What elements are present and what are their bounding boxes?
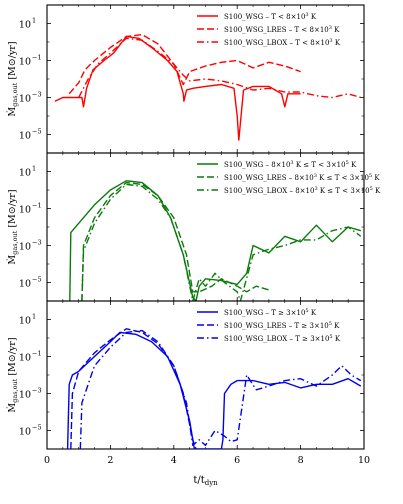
y-tick-label: 10 [19, 353, 31, 364]
x-tick-label: 4 [171, 455, 177, 466]
y-tick-label-exponent: −1 [32, 54, 42, 62]
x-tick-label: 10 [358, 455, 370, 466]
y-tick-label-exponent: −1 [32, 350, 42, 358]
y-tick-label-exponent: −5 [32, 276, 42, 284]
y-tick-label-exponent: 1 [32, 17, 36, 25]
y-tick-label: 10 [19, 168, 31, 179]
y-tick-label: 10 [19, 131, 31, 142]
series-line-dashdot [81, 183, 362, 301]
y-tick-label: 10 [19, 279, 31, 290]
y-axis-label: Ṁgas,out [M⊙/yr] [6, 189, 19, 264]
y-tick-label: 10 [19, 94, 31, 105]
y-tick-label-exponent: 1 [32, 165, 36, 173]
x-tick-label: 6 [234, 455, 240, 466]
y-tick-label: 10 [19, 57, 31, 68]
legend-label: S100_WSG_LBOX – T < 8×103 K [224, 38, 341, 47]
y-tick-label-exponent: −5 [32, 128, 42, 136]
series-line-dashed [68, 33, 301, 95]
y-axis-label: Ṁgas,out [M⊙/yr] [6, 337, 19, 412]
y-tick-label-exponent: 1 [32, 313, 36, 321]
y-tick-label: 10 [19, 316, 31, 327]
legend-label: S100_WSG – T < 8×103 K [224, 12, 317, 21]
y-tick-label-exponent: −5 [32, 424, 42, 432]
y-tick-label: 10 [19, 242, 31, 253]
legend-label: S100_WSG – 8×103 K ≤ T < 3×105 K [224, 160, 357, 169]
series-line-dashed [81, 181, 270, 301]
series-line-dashed [70, 328, 197, 449]
legend-label: S100_WSG_LBOX – 8×103 K ≤ T < 3×105 K [224, 186, 381, 195]
legend-label: S100_WSG – T ≥ 3×105 K [224, 308, 317, 317]
series-line-solid [66, 331, 362, 449]
y-tick-label: 10 [19, 427, 31, 438]
legend-label: S100_WSG_LRES – 8×103 K ≤ T < 3×105 K [224, 173, 380, 182]
x-tick-label: 2 [107, 455, 113, 466]
x-tick-label: 0 [44, 455, 50, 466]
y-axis-label: Ṁgas,out [M⊙/yr] [6, 41, 19, 116]
y-tick-label: 10 [19, 390, 31, 401]
y-tick-label: 10 [19, 20, 31, 31]
y-tick-label-exponent: −3 [32, 387, 42, 395]
legend-label: S100_WSG_LRES – T < 8×103 K [224, 25, 340, 34]
series-line-solid [69, 180, 361, 301]
y-tick-label-exponent: −3 [32, 239, 42, 247]
x-tick-label: 8 [298, 455, 304, 466]
y-tick-label-exponent: −1 [32, 202, 42, 210]
y-tick-label-exponent: −3 [32, 91, 42, 99]
x-axis-label: t/tdyn [193, 475, 218, 487]
y-tick-label: 10 [19, 205, 31, 216]
series-line-dashdot [78, 37, 361, 99]
legend-label: S100_WSG_LRES – T ≥ 3×105 K [224, 321, 340, 330]
series-line-dashdot [79, 329, 362, 449]
legend-label: S100_WSG_LBOX – T ≥ 3×105 K [224, 334, 341, 343]
series-line-solid [54, 35, 301, 141]
